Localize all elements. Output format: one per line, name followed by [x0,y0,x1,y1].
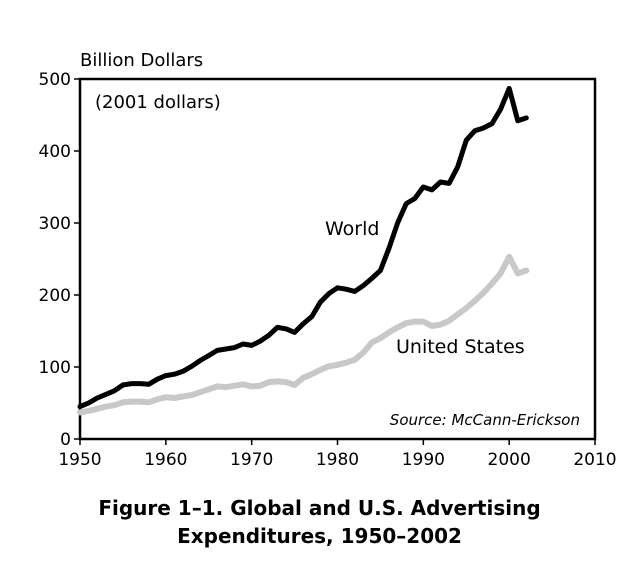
x-tick-label: 2010 [573,450,616,470]
y-tick-label: 0 [60,430,71,450]
figure-caption-line-2: Expenditures, 1950–2002 [177,524,462,548]
figure-caption-line-1: Figure 1–1. Global and U.S. Advertising [98,496,541,520]
y-tick-label: 400 [39,142,71,162]
series-label-united-states: United States [396,336,525,358]
y-tick-label: 200 [39,286,71,306]
y-axis-title: Billion Dollars [80,50,203,71]
axis-layer: 1950 1960 1970 1980 1990 2000 2010 0 100 200 300 40… [39,70,617,470]
x-tick-label: 1960 [144,450,187,470]
line-chart: Billion Dollars (2001 dollars) 1950 1960 1… [39,50,617,470]
plot-frame [78,77,597,441]
x-tick-label: 1950 [58,450,101,470]
x-tick-label: 1980 [316,450,359,470]
y-tick-label: 100 [39,358,71,378]
series-line-united-states [77,253,530,416]
unit-note: (2001 dollars) [95,92,221,113]
x-tick-label: 2000 [488,450,531,470]
x-tick-label: 1990 [402,450,445,470]
y-tick-label: 300 [39,214,71,234]
series-label-world: World [325,218,379,240]
series-line-world [77,85,529,410]
series-layer [77,85,530,416]
y-tick-label: 500 [39,70,71,90]
x-tick-label: 1970 [230,450,273,470]
source-note: Source: McCann-Erickson [390,411,580,429]
